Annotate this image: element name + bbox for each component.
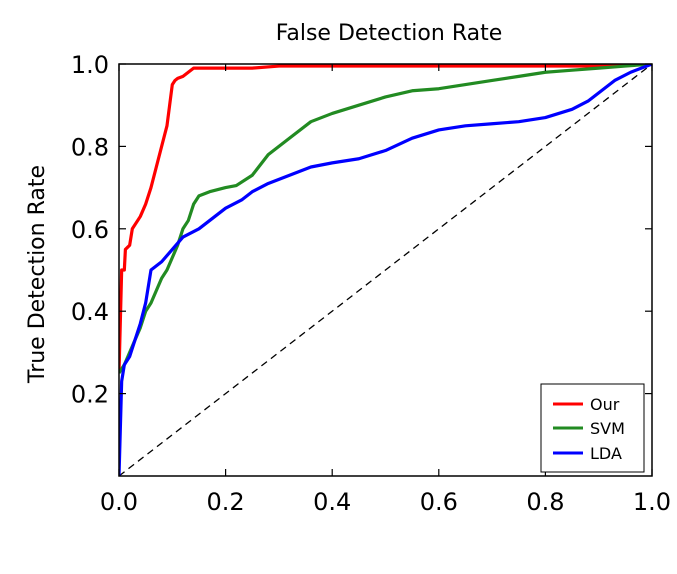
x-tick-label: 0.6 [420,488,458,516]
legend-label-our: Our [590,395,620,414]
x-tick-label: 0.0 [100,488,138,516]
legend: Our SVM LDA [540,383,645,473]
plot-area-frame [118,63,653,477]
x-axis-title: False Detection Rate [276,21,503,46]
legend-label-svm: SVM [590,419,625,438]
y-tick-label: 0.6 [71,216,109,244]
x-tick-label: 0.2 [207,488,245,516]
series-line-svm [119,64,652,374]
chance-diagonal-line [118,63,653,477]
series-line-lda [119,64,652,476]
y-axis-title: True Detection Rate [25,165,50,384]
y-tick-label: 0.2 [71,381,109,409]
legend-label-lda: LDA [590,444,622,463]
x-tick-label: 1.0 [633,488,671,516]
y-tick-label: 0.4 [71,298,109,326]
x-tick-label: 0.4 [313,488,351,516]
x-tick-label: 0.8 [526,488,564,516]
y-tick-label: 0.8 [71,133,109,161]
y-tick-label: 1.0 [71,51,109,79]
